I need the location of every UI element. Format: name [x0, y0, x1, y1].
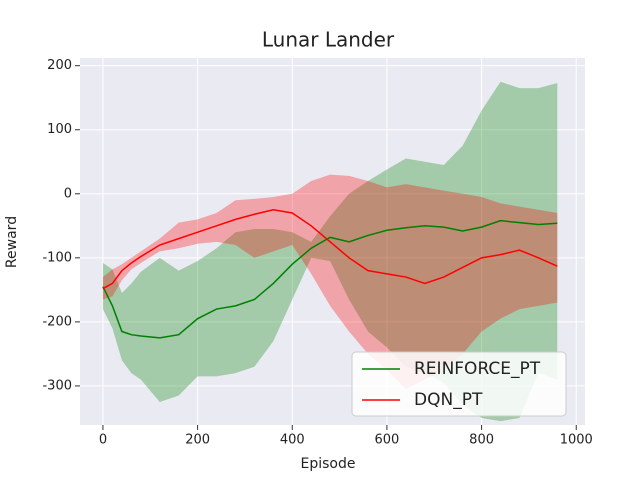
legend-box [351, 351, 567, 417]
y-axis-label: Reward [4, 216, 20, 268]
legend-label: DQN_PT [414, 390, 483, 410]
chart-title: Lunar Lander [262, 28, 395, 52]
y-tick-label: 100 [47, 122, 72, 137]
x-axis-label: Episode [301, 456, 356, 472]
y-tick-label: 0 [64, 186, 72, 201]
x-tick-label: 200 [185, 433, 210, 448]
line [102, 209, 558, 290]
legend-label: REINFORCE_PT [414, 359, 541, 379]
band [102, 81, 558, 422]
y-tick-label: -300 [42, 378, 72, 393]
line [102, 219, 558, 339]
y-tick-label: -100 [42, 250, 72, 265]
y-tick-label: -200 [42, 314, 72, 329]
x-tick-label: 1000 [560, 433, 593, 448]
y-tick-label: 200 [47, 58, 72, 73]
x-tick-label: 800 [469, 433, 494, 448]
x-tick-label: 600 [375, 433, 400, 448]
band [102, 174, 558, 390]
x-tick-label: 0 [99, 433, 107, 448]
x-tick-label: 400 [280, 433, 305, 448]
